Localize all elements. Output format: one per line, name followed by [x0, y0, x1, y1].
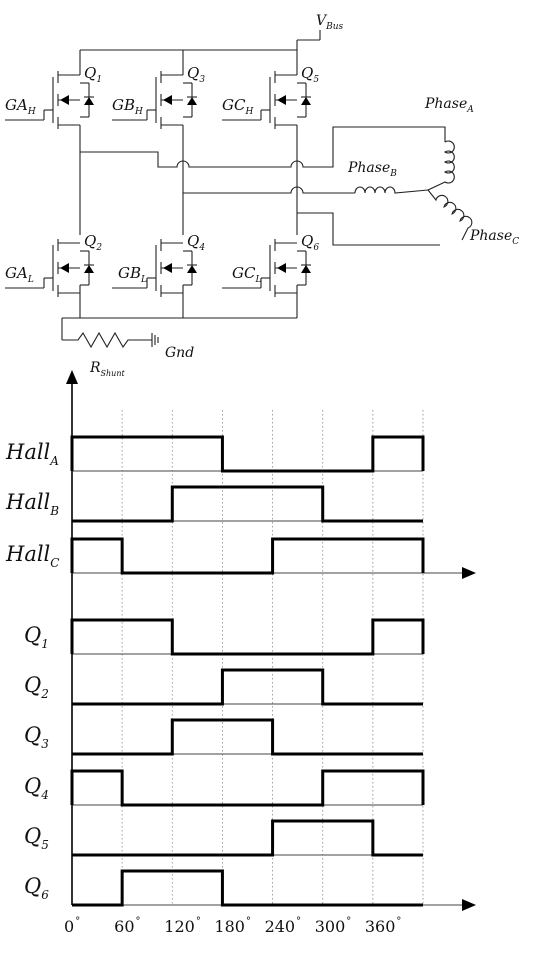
signal-label: HallC	[5, 542, 59, 570]
ground-shunt: RShunt Gnd	[61, 317, 297, 378]
signal-waveform	[70, 537, 425, 575]
signal-waveform	[72, 819, 423, 857]
signal-waveform	[70, 618, 425, 656]
signal-waveform	[70, 769, 425, 807]
signal-row-q1: Q1	[24, 618, 425, 656]
signal-waveform	[72, 718, 423, 756]
tick-label: 60°	[114, 916, 140, 936]
switch-label-q5: Q5	[301, 64, 319, 85]
signal-row-q5: Q5	[24, 819, 423, 857]
signal-row-q4: Q4	[24, 769, 425, 807]
vertical-axis-arrow	[66, 370, 78, 384]
leg-wires	[79, 50, 298, 318]
signal-label: HallB	[5, 490, 59, 518]
signal-label: Q1	[24, 623, 49, 651]
signal-row-q6: Q6	[24, 869, 462, 907]
signal-label: Q2	[24, 673, 49, 701]
gate-label-gc-low: GCL	[232, 264, 261, 285]
supply-label: VBus	[316, 13, 344, 32]
signal-rows: HallA HallB HallC Q1 Q2 Q3 Q4 Q5 Q6	[5, 435, 462, 907]
signal-waveform	[72, 668, 423, 706]
switch-label-q3: Q3	[187, 64, 205, 85]
timing-axes	[66, 370, 476, 911]
mosfet-q1	[5, 71, 94, 129]
supply-rail: VBus	[80, 13, 344, 51]
mosfet-q5	[222, 71, 311, 129]
signal-row-hallc: HallC	[5, 537, 462, 575]
switch-labels: Q1 Q3 Q5 Q2 Q4 Q6	[84, 64, 319, 253]
phase-c-label: PhaseC	[469, 228, 519, 247]
switch-label-q4: Q4	[187, 232, 205, 253]
mosfet-group	[5, 71, 311, 297]
hall-axis-arrow	[462, 567, 476, 579]
tick-label: 120°	[164, 916, 201, 936]
mosfet-q3	[112, 71, 197, 129]
tick-label: 300°	[315, 916, 352, 936]
tick-label: 180°	[214, 916, 251, 936]
switch-label-q6: Q6	[301, 232, 319, 253]
signal-waveform	[70, 435, 425, 473]
phase-b-label: PhaseB	[347, 160, 397, 179]
signal-row-halla: HallA	[5, 435, 425, 473]
gate-label-gb-low: GBL	[118, 264, 147, 285]
mosfet-q2	[5, 239, 94, 297]
time-axis-arrow	[462, 899, 476, 911]
switch-label-q1: Q1	[84, 64, 102, 85]
signal-row-q2: Q2	[24, 668, 423, 706]
gate-label-ga-high: GAH	[5, 96, 36, 117]
tick-label: 240°	[265, 916, 302, 936]
signal-label: Q6	[24, 874, 49, 902]
signal-row-q3: Q3	[24, 718, 423, 756]
tick-label: 0°	[64, 916, 80, 936]
angle-tick-labels: 0° 60° 120° 180° 240° 300° 360°	[64, 916, 401, 936]
signal-waveform	[72, 869, 423, 907]
gate-label-ga-low: GAL	[5, 264, 34, 285]
signal-label: Q5	[24, 824, 49, 852]
signal-waveform	[72, 485, 423, 523]
signal-label: HallA	[5, 440, 59, 468]
signal-label: Q4	[24, 774, 49, 802]
signal-label: Q3	[24, 723, 49, 751]
motor-windings: PhaseA PhaseB PhaseC	[347, 96, 519, 247]
gate-label-gb-high: GBH	[112, 96, 143, 117]
inverter-circuit: VBus	[5, 13, 519, 378]
gate-label-gc-high: GCH	[222, 96, 253, 117]
gate-labels: GAH GBH GCH GAL GBL GCL	[5, 96, 261, 285]
timing-diagram: HallA HallB HallC Q1 Q2 Q3 Q4 Q5 Q6 0° 60° 120° 180…	[5, 370, 476, 936]
phase-wiring	[80, 126, 446, 246]
shunt-label: RShunt	[89, 360, 125, 378]
ground-label: Gnd	[165, 345, 194, 361]
tick-label: 360°	[365, 916, 402, 936]
mosfet-q4	[112, 239, 197, 297]
shunt-resistor	[62, 331, 152, 349]
switch-label-q2: Q2	[84, 232, 102, 253]
signal-row-hallb: HallB	[5, 485, 423, 523]
mosfet-q6	[222, 239, 311, 297]
phase-a-label: PhaseA	[424, 96, 474, 115]
